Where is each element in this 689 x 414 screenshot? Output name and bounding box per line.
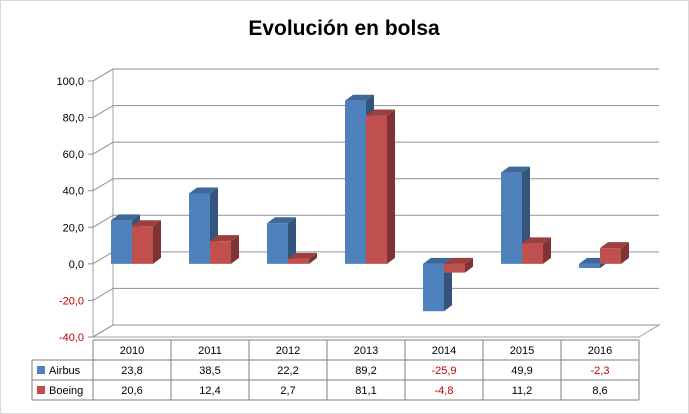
bar-boeing-2015 <box>522 243 543 264</box>
grid-line-side <box>92 251 114 265</box>
x-tick-label: 2012 <box>276 345 300 357</box>
bar-boeing-2012 <box>288 258 309 264</box>
bar-side-boeing-2015 <box>543 237 551 264</box>
bar-top-airbus-2015 <box>501 166 530 173</box>
grid-line-side <box>92 178 114 192</box>
data-label-airbus-2015: 49,9 <box>511 365 532 377</box>
bar-top-boeing-2016 <box>600 242 629 249</box>
y-tick-label: 100,0 <box>56 76 84 88</box>
y-tick-label: 0,0 <box>69 259 84 271</box>
legend-label-airbus: Airbus <box>49 365 81 377</box>
bar-top-airbus-2012 <box>267 217 296 224</box>
x-tick-label: 2014 <box>432 345 456 357</box>
grid-line-side <box>92 105 114 119</box>
x-tick-label: 2011 <box>198 345 222 357</box>
bar-top-airbus-2010 <box>111 214 140 221</box>
grid-line-side <box>92 141 114 155</box>
data-label-airbus-2013: 89,2 <box>355 365 376 377</box>
data-table: 2010 2011 2012 2013 2014 2015 2016 Airbus 23,8 38… <box>31 339 640 401</box>
grid-line-side <box>92 324 114 338</box>
side-wall <box>92 68 114 338</box>
bar-boeing-2011 <box>210 241 231 264</box>
bar-top-boeing-2010 <box>132 220 161 227</box>
bar-boeing-2016 <box>600 248 621 264</box>
bar-airbus-2014 <box>423 263 444 312</box>
bar-airbus-2015 <box>501 172 522 264</box>
data-label-airbus-2012: 22,2 <box>277 365 298 377</box>
x-tick-label: 2010 <box>120 345 144 357</box>
data-label-airbus-2010: 23,8 <box>121 365 142 377</box>
bar-top-boeing-2012 <box>288 252 317 259</box>
bar-airbus-2016 <box>579 263 600 269</box>
bar-top-airbus-2014 <box>423 257 452 264</box>
data-label-boeing-2016: 8,6 <box>592 385 607 397</box>
data-label-boeing-2010: 20,6 <box>121 385 142 397</box>
bar-side-boeing-2011 <box>231 235 239 264</box>
bar-boeing-2014 <box>444 263 465 273</box>
data-label-airbus-2016: -2,3 <box>591 365 610 377</box>
y-tick-label: 20,0 <box>63 222 84 234</box>
bar-side-boeing-2010 <box>153 220 161 264</box>
y-tick-label: 80,0 <box>63 113 84 125</box>
bar-airbus-2013 <box>345 100 366 264</box>
bar-airbus-2011 <box>189 193 210 264</box>
y-tick-label: 60,0 <box>63 149 84 161</box>
bars-group <box>111 94 629 312</box>
chart-title: Evolución en bolsa <box>248 17 440 40</box>
data-label-airbus-2011: 38,5 <box>199 365 220 377</box>
grid-line-side <box>92 287 114 301</box>
x-tick-label: 2016 <box>588 345 612 357</box>
legend-key-boeing <box>37 386 45 394</box>
bar-airbus-2012 <box>267 223 288 264</box>
bar-airbus-2010 <box>111 220 132 264</box>
y-axis-ticks: -40,0 -20,0 0,0 20,0 40,0 60,0 80,0 100,0 <box>56 76 84 344</box>
bar-top-boeing-2014 <box>444 257 473 264</box>
y-tick-label: -40,0 <box>59 332 84 344</box>
grid-line-side <box>92 68 114 82</box>
data-label-airbus-2014: -25,9 <box>431 365 456 377</box>
bar-side-boeing-2016 <box>621 242 629 264</box>
data-label-boeing-2014: -4,8 <box>435 385 454 397</box>
legend-label-boeing: Boeing <box>49 385 83 397</box>
bar-top-boeing-2013 <box>366 109 395 116</box>
bar-side-airbus-2012 <box>288 217 296 264</box>
y-tick-label: 40,0 <box>63 186 84 198</box>
legend-key-airbus <box>37 366 45 374</box>
bar-boeing-2013 <box>366 115 387 264</box>
bar-top-boeing-2011 <box>210 235 239 242</box>
bar-side-boeing-2014 <box>465 257 473 273</box>
bar-top-boeing-2015 <box>522 237 551 244</box>
y-tick-label: -20,0 <box>59 295 84 307</box>
x-tick-label: 2015 <box>510 345 534 357</box>
data-label-boeing-2012: 2,7 <box>280 385 295 397</box>
grid-line-side <box>92 214 114 228</box>
bar-side-boeing-2013 <box>387 109 395 264</box>
data-label-boeing-2015: 11,2 <box>512 385 533 397</box>
floor <box>91 324 661 338</box>
data-label-boeing-2011: 12,4 <box>199 385 220 397</box>
bar-top-airbus-2011 <box>189 187 218 194</box>
bar-boeing-2010 <box>132 226 153 264</box>
data-label-boeing-2013: 81,1 <box>355 385 376 397</box>
bar-side-boeing-2012 <box>309 252 317 264</box>
x-tick-label: 2013 <box>354 345 378 357</box>
bar-top-airbus-2013 <box>345 94 374 101</box>
